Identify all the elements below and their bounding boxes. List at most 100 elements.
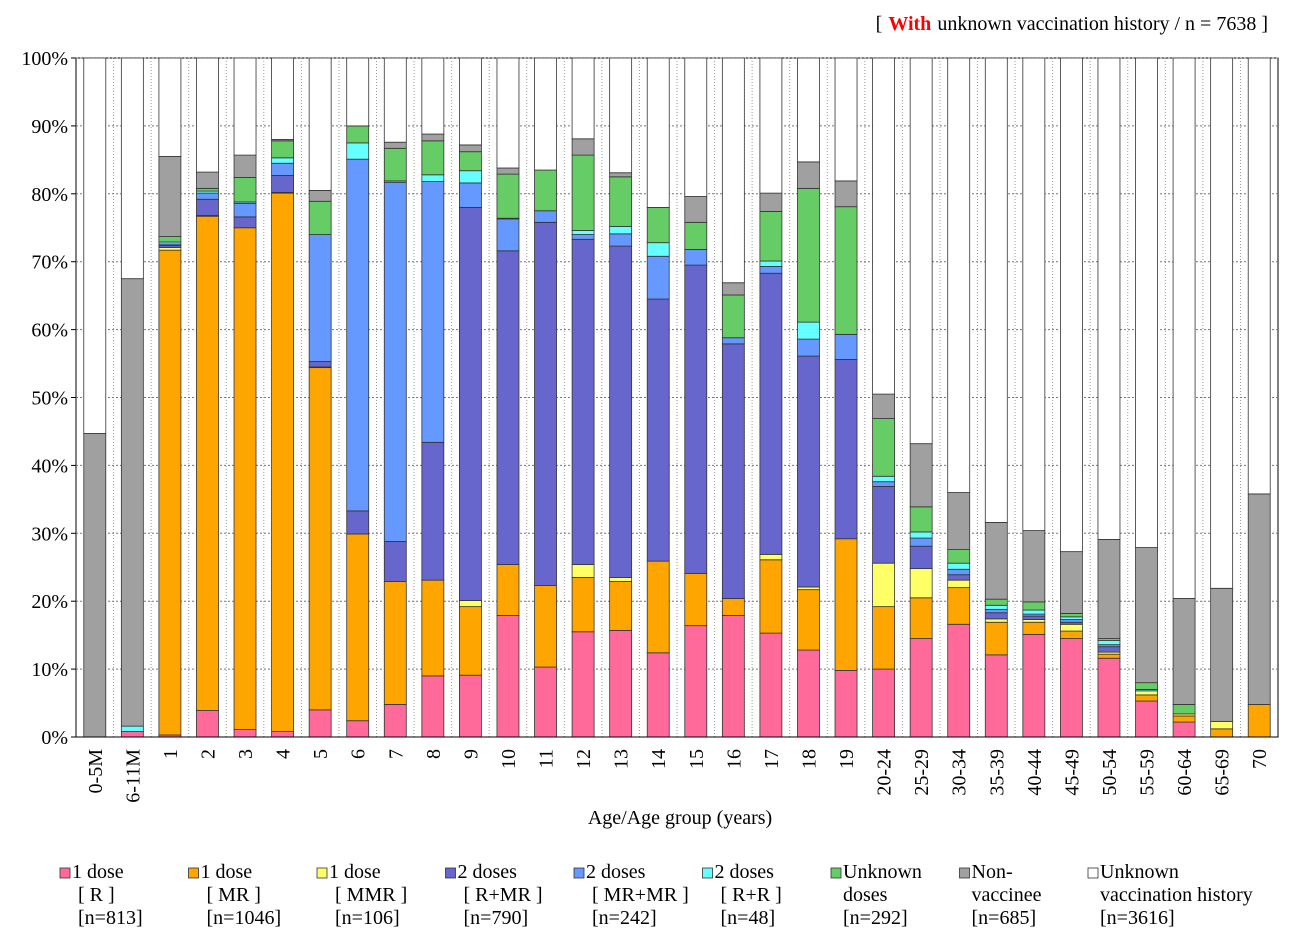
bar-segment [721,337,745,345]
x-tick-label: 9 [460,749,482,759]
bar-segment [1022,601,1046,611]
legend-swatch [573,867,585,879]
legend-swatch [1087,867,1099,879]
bar-segment [909,531,933,539]
legend-swatch [59,867,71,879]
bar-segment [834,359,858,540]
bar-segment [1060,613,1083,618]
bar-segment [233,177,257,203]
bar-segment [308,234,332,362]
legend-swatch [188,867,199,879]
x-tick-label: 0-5M [85,749,107,794]
bar-segment [759,632,783,738]
title-part: unknown vaccination history / n = 7638 ] [937,13,1268,35]
bar-segment [233,202,257,218]
bar-segment [1097,640,1121,646]
bar-segment [1135,690,1158,696]
bar-segment [308,190,332,202]
x-tick-label: 45-49 [1061,749,1083,796]
bar-segment [308,367,332,711]
legend-label: [ R ] [78,884,115,906]
x-tick-label: 15 [686,749,708,769]
bar-segment [1097,539,1121,639]
bar-segment [571,138,595,156]
bar-segment [271,140,294,159]
bar-segment [120,278,144,727]
bar-segment [1022,615,1046,620]
legend-label: doses [843,884,888,906]
x-tick-label: 6-11M [122,749,144,803]
bar-segment [609,225,633,235]
legend-swatch [316,867,328,879]
bar-segment [1097,646,1121,653]
bar-segment [609,172,633,178]
bar-segment [233,216,257,229]
bar-segment [684,572,708,627]
bar-segment [759,260,783,267]
x-tick-label: 10 [498,749,520,769]
bar-segment [196,710,219,738]
bar-segment [233,57,257,156]
bar-segment [984,654,1008,738]
x-tick-label: 17 [761,749,783,769]
x-tick-label: 14 [648,749,670,769]
legend-label: 2 doses [715,861,775,883]
bar-segment [1247,704,1271,738]
bar-segment [984,612,1008,620]
legend-label: 2 doses [458,861,518,883]
bar-segment [721,294,745,339]
x-tick-label: 20-24 [874,749,896,796]
bar-segment [571,234,595,240]
bar-segment [759,272,783,555]
bar-segment [797,355,820,588]
bar-segment [196,192,219,200]
bar-segment [571,230,595,235]
bar-segment [909,443,933,508]
bar-segment [834,206,858,335]
legend-label: Unknown [843,861,922,883]
bar-segment [1172,598,1196,705]
x-tick-label: 3 [235,749,257,759]
legend-label: [n=813] [78,907,143,929]
bar-segment [609,629,633,738]
bar-segment [346,125,370,144]
bar-segment [308,57,332,191]
bar-segment [646,255,670,300]
y-tick-label: 60% [31,320,68,342]
x-tick-label: 6 [348,749,370,759]
legend-label: [ R+R ] [721,884,782,906]
bar-segment [909,638,933,738]
x-tick-label: 4 [273,749,295,759]
bar-segment [984,621,1008,656]
bar-segment [1172,721,1196,738]
bar-segment [646,242,670,257]
bar-segment [1097,653,1121,659]
y-tick-label: 100% [21,48,68,70]
bar-segment [797,57,820,163]
bar-segment [1060,619,1083,623]
x-axis-title: Age/Age group (years) [588,807,772,829]
bar-segment [721,343,745,599]
y-tick-label: 10% [31,659,68,681]
bar-segment [984,608,1008,614]
bar-segment [421,675,445,738]
bar-segment [383,541,407,582]
bar-segment [947,579,971,589]
legend-swatch [702,867,713,879]
bar-segment [909,537,933,547]
bar-segment [684,221,708,250]
bar-segment [383,57,407,143]
y-tick-label: 0% [41,727,68,749]
bar-segment [1135,57,1158,548]
legend-label: Non- [972,861,1013,883]
bar-segment [1022,57,1046,531]
bar-segment [759,211,783,262]
bar-segment [196,171,219,189]
x-tick-label: 55-59 [1137,749,1159,796]
bar-segment [1135,547,1158,684]
bar-segment [984,57,1008,523]
bar-segment [421,133,445,142]
legend-label: [n=790] [464,907,529,929]
bar-segment [1172,57,1196,599]
